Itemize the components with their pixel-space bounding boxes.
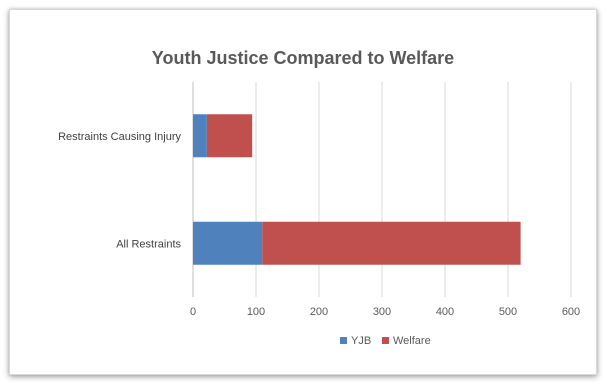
x-tick-label: 200 bbox=[310, 306, 328, 318]
legend-swatch-yjb bbox=[340, 337, 347, 344]
category-label: All Restraints bbox=[116, 238, 181, 250]
legend-label-yjb: YJB bbox=[351, 335, 371, 347]
bar-welfare-2 bbox=[262, 221, 521, 265]
chart-title: Youth Justice Compared to Welfare bbox=[151, 48, 455, 68]
x-tick-label: 500 bbox=[499, 306, 517, 318]
category-label: Restraints Causing Injury bbox=[58, 131, 181, 143]
legend-swatch-welfare bbox=[382, 337, 389, 344]
x-tick-label: 100 bbox=[247, 306, 265, 318]
bar-yjb-1 bbox=[193, 114, 207, 158]
chart-container: Youth Justice Compared to Welfare bbox=[9, 9, 597, 375]
x-tick-label: 300 bbox=[373, 306, 391, 318]
x-tick-label: 400 bbox=[436, 306, 454, 318]
x-tick-label: 600 bbox=[562, 306, 580, 318]
bar-yjb-2 bbox=[193, 221, 263, 265]
bar-welfare-1 bbox=[206, 114, 253, 158]
x-tick-label: 0 bbox=[190, 306, 196, 318]
legend-label-welfare: Welfare bbox=[393, 335, 431, 347]
